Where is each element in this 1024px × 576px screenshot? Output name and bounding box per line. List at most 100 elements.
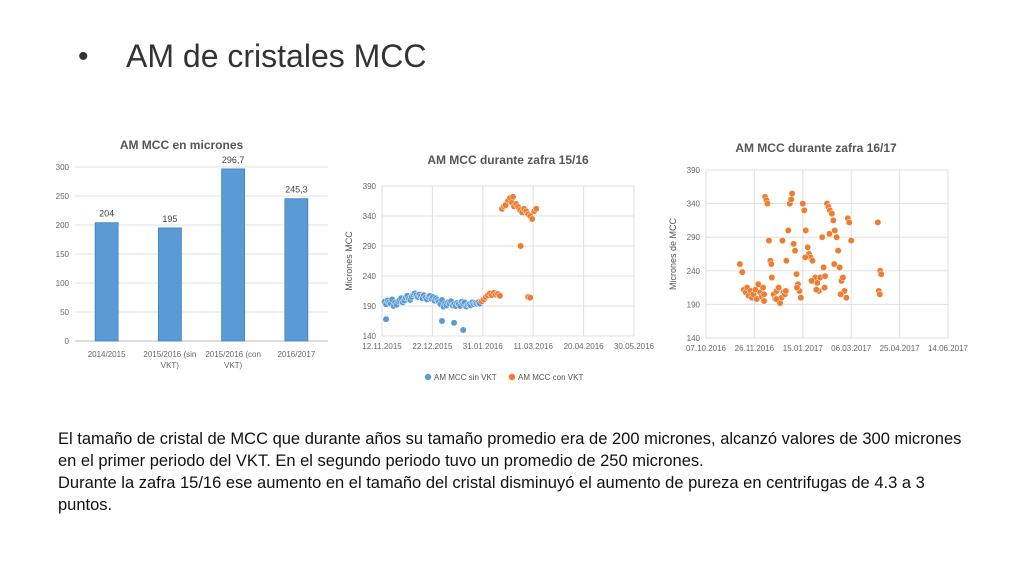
category-label: 2015/2016 (sin VKT) bbox=[143, 350, 196, 370]
y-tick-label: 290 bbox=[363, 242, 377, 251]
data-point bbox=[831, 227, 839, 234]
data-point bbox=[532, 205, 540, 213]
data-point bbox=[842, 294, 850, 302]
x-tick-label: 30.05.2016 bbox=[614, 342, 655, 351]
data-point bbox=[775, 284, 783, 292]
y-axis-label: Micrones MCC bbox=[344, 231, 354, 291]
data-point bbox=[760, 290, 768, 298]
chart-title: AM MCC durante zafra 15/16 bbox=[427, 153, 589, 167]
data-point bbox=[839, 274, 847, 281]
data-point bbox=[496, 292, 504, 300]
data-point bbox=[874, 218, 882, 226]
y-tick-label: 300 bbox=[56, 163, 70, 172]
x-tick-label: 20.04.2016 bbox=[564, 342, 605, 351]
data-point bbox=[820, 263, 828, 271]
y-tick-label: 140 bbox=[687, 334, 701, 343]
scatter-chart-1516-svg: AM MCC durante zafra 15/16 140 190 240 290 34… bbox=[344, 153, 655, 382]
data-point bbox=[876, 290, 884, 298]
y-tick-label: 250 bbox=[56, 192, 70, 201]
bar bbox=[157, 227, 182, 342]
y-tick-label: 390 bbox=[363, 182, 377, 191]
data-point bbox=[821, 272, 829, 280]
y-tick-label: 200 bbox=[56, 221, 70, 230]
data-point bbox=[837, 290, 845, 298]
data-point bbox=[502, 201, 509, 209]
data-point bbox=[759, 284, 767, 292]
data-point bbox=[736, 260, 744, 268]
data-point bbox=[797, 294, 805, 302]
data-point bbox=[825, 230, 833, 238]
data-point bbox=[845, 218, 853, 226]
data-point bbox=[821, 284, 829, 292]
data-point bbox=[834, 247, 842, 255]
data-point bbox=[509, 193, 517, 201]
x-tick-label: 12.11.2015 bbox=[362, 342, 402, 351]
x-tick-label: 11.03.2016 bbox=[513, 342, 553, 351]
data-point bbox=[784, 227, 792, 234]
y-tick-label: 190 bbox=[687, 300, 701, 309]
chart-title: AM MCC durante zafra 16/17 bbox=[735, 141, 897, 155]
data-point bbox=[528, 215, 536, 223]
y-tick-label: 390 bbox=[687, 166, 701, 175]
y-tick-label: 340 bbox=[687, 200, 701, 209]
data-point bbox=[765, 237, 773, 245]
body-text: El tamaño de cristal de MCC que durante … bbox=[58, 428, 968, 516]
scatter-chart-zafra-15-16: AM MCC durante zafra 15/16 140 190 240 290 34… bbox=[342, 148, 667, 388]
data-point bbox=[450, 319, 458, 327]
x-tick-label: 14.06.2017 bbox=[928, 344, 969, 353]
data-point bbox=[799, 200, 807, 208]
data-point bbox=[754, 280, 762, 288]
data-point bbox=[760, 297, 768, 305]
data-point bbox=[779, 237, 786, 245]
y-tick-label: 240 bbox=[363, 272, 377, 281]
y-tick-label: 240 bbox=[687, 267, 701, 276]
category-label-line: 2014/2015 bbox=[88, 350, 126, 359]
data-point bbox=[830, 260, 838, 268]
scatter-chart-zafra-16-17: AM MCC durante zafra 16/17 140 190 240 290 34… bbox=[666, 136, 986, 366]
x-tick-label: 26.11.2016 bbox=[735, 344, 775, 353]
data-label: 204 bbox=[99, 209, 114, 219]
data-point bbox=[802, 227, 810, 234]
data-label: 195 bbox=[162, 214, 177, 224]
bar bbox=[94, 222, 119, 342]
data-point bbox=[787, 196, 795, 204]
scatter-chart-1617-svg: AM MCC durante zafra 16/17 140 190 240 290 34… bbox=[668, 141, 969, 353]
category-label-line: 2016/2017 bbox=[277, 350, 315, 359]
data-point bbox=[517, 242, 525, 250]
data-label: 245,3 bbox=[285, 185, 308, 195]
x-tick-label: 25.04.2017 bbox=[880, 344, 921, 353]
category-label: 2015/2016 (con VKT) bbox=[205, 350, 261, 370]
y-tick-label: 190 bbox=[363, 302, 377, 311]
data-point bbox=[790, 240, 798, 248]
y-axis-label: Micrones de MCC bbox=[668, 217, 678, 290]
data-point bbox=[828, 210, 836, 218]
data-point bbox=[847, 237, 855, 245]
data-point bbox=[738, 268, 746, 276]
data-point bbox=[772, 295, 780, 303]
bar bbox=[284, 198, 309, 342]
data-point bbox=[833, 233, 841, 241]
y-tick-label: 0 bbox=[65, 337, 70, 346]
x-tick-label: 06.03.2017 bbox=[831, 344, 872, 353]
data-point bbox=[793, 284, 801, 292]
data-point bbox=[459, 326, 467, 334]
category-label-line: 2015/2016 (sin bbox=[143, 350, 196, 359]
data-point bbox=[818, 233, 826, 241]
paragraph-2: Durante la zafra 15/16 ese aumento en el… bbox=[58, 474, 925, 514]
title-bullet: • bbox=[78, 40, 89, 73]
data-point bbox=[836, 263, 844, 271]
y-tick-label: 290 bbox=[687, 233, 701, 242]
data-point bbox=[526, 294, 534, 302]
data-point bbox=[812, 286, 820, 294]
bar-chart-svg: AM MCC en micrones 0 50 100 150 200 250 300 204 2… bbox=[56, 138, 328, 370]
data-label: 296,7 bbox=[222, 155, 245, 165]
legend-marker bbox=[508, 373, 516, 381]
data-point bbox=[767, 260, 775, 268]
data-point bbox=[829, 216, 837, 224]
x-tick-label: 31.01.2016 bbox=[463, 342, 504, 351]
category-label-line: 2015/2016 (con bbox=[205, 350, 261, 359]
x-tick-label: 07.10.2016 bbox=[686, 344, 727, 353]
data-point bbox=[877, 270, 885, 278]
legend-marker bbox=[424, 373, 432, 381]
legend-label: AM MCC sin VKT bbox=[434, 373, 497, 382]
